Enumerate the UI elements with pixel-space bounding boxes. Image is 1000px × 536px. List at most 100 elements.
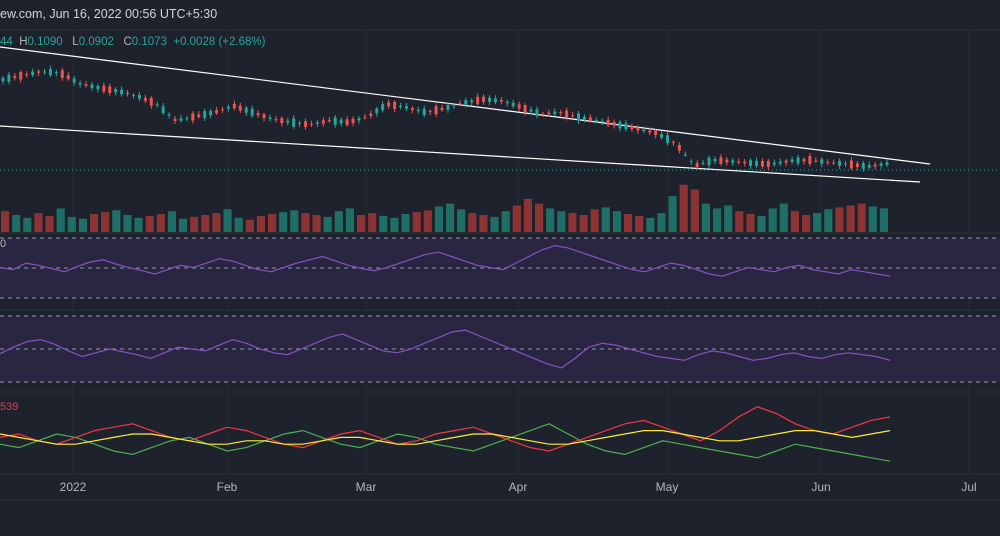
candle-body-123 [731, 160, 735, 163]
volume-bar-50 [557, 211, 566, 232]
candle-body-84 [499, 99, 503, 102]
candle-body-80 [476, 96, 480, 104]
time-label-jun: Jun [811, 480, 831, 494]
candle-body-108 [642, 129, 646, 132]
volume-bar-14 [156, 214, 165, 232]
volume-bar-41 [457, 209, 466, 232]
candle-body-129 [766, 160, 770, 167]
candle-body-100 [594, 120, 598, 122]
candle-body-132 [784, 160, 788, 163]
volume-bar-9 [101, 212, 110, 232]
candle-body-2 [13, 76, 17, 79]
candle-body-23 [137, 94, 141, 99]
candle-body-33 [197, 114, 201, 118]
volume-bar-61 [679, 184, 688, 232]
candle-body-58 [345, 119, 349, 125]
volume-bar-3 [34, 213, 43, 232]
candle-body-128 [760, 161, 764, 167]
candle-body-20 [120, 89, 124, 95]
candle-body-86 [511, 102, 515, 107]
candle-body-149 [885, 162, 889, 166]
volume-bar-28 [312, 214, 321, 232]
candle-body-26 [155, 104, 159, 106]
candle-body-121 [719, 157, 723, 164]
candle-body-94 [559, 111, 563, 114]
candle-body-29 [173, 118, 177, 121]
candle-body-17 [102, 85, 106, 92]
dmi-line-1 [0, 406, 891, 452]
candle-body-35 [209, 111, 213, 116]
candle-body-60 [357, 118, 361, 121]
volume-bar-45 [501, 211, 510, 232]
candle-body-45 [268, 117, 272, 119]
candle-body-18 [108, 86, 112, 93]
close-label: C [123, 36, 132, 48]
candle-body-99 [588, 117, 592, 121]
candle-body-98 [582, 116, 586, 120]
candle-body-82 [488, 97, 491, 103]
candle-body-68 [404, 106, 408, 109]
volume-bar-18 [201, 214, 210, 232]
candle-body-137 [814, 160, 818, 162]
volume-bar-11 [123, 214, 132, 232]
candle-body-1 [7, 74, 11, 82]
candle-body-133 [790, 159, 794, 163]
candle-body-46 [274, 119, 278, 121]
candle-body-141 [838, 160, 842, 166]
volume-bar-46 [512, 205, 521, 232]
volume-bar-52 [579, 214, 588, 232]
candle-body-55 [327, 120, 331, 122]
candle-body-62 [369, 113, 373, 116]
dmi-line-0 [0, 423, 891, 462]
candle-body-3 [19, 72, 23, 80]
candle-body-111 [660, 133, 664, 138]
candle-body-40 [238, 105, 242, 111]
volume-bar-7 [78, 218, 87, 232]
candle-body-61 [363, 117, 367, 119]
volume-bar-24 [268, 214, 277, 232]
candle-body-105 [624, 123, 628, 130]
candle-body-64 [381, 104, 385, 111]
candle-body-140 [832, 162, 836, 164]
candle-body-115 [683, 154, 687, 156]
volume-bar-65 [724, 205, 733, 232]
candle-body-48 [286, 120, 290, 123]
volume-bar-34 [379, 215, 388, 232]
time-label-mar: Mar [355, 480, 377, 494]
candle-body-144 [855, 163, 859, 167]
candle-body-57 [339, 119, 343, 124]
candle-body-135 [802, 158, 806, 162]
volume-bar-47 [523, 198, 532, 232]
volume-bar-2 [23, 217, 32, 232]
volume-bar-66 [735, 211, 744, 232]
candle-body-52 [310, 123, 313, 125]
candle-body-146 [867, 164, 871, 168]
dmi-pane-label: 539 [0, 401, 19, 413]
candle-body-4 [25, 74, 29, 76]
candle-body-119 [707, 157, 711, 166]
candle-body-32 [191, 113, 195, 121]
candle-body-25 [149, 98, 153, 106]
candle-body-113 [671, 141, 675, 143]
upper-trendline [0, 46, 931, 165]
candle-body-138 [820, 159, 824, 164]
candle-body-97 [577, 113, 580, 121]
volume-bar-32 [357, 214, 366, 232]
candle-body-16 [96, 85, 100, 90]
candle-body-95 [565, 110, 569, 118]
volume-bar-71 [790, 211, 799, 232]
candle-body-79 [470, 100, 474, 103]
oscillator-1-line [0, 244, 891, 277]
candle-body-90 [535, 109, 539, 116]
volume-bar-72 [802, 214, 811, 232]
candle-body-114 [677, 145, 681, 151]
dmi-line-2 [0, 430, 891, 445]
candle-body-67 [399, 106, 402, 108]
candle-body-126 [749, 160, 753, 166]
candle-body-14 [84, 84, 88, 86]
candle-body-73 [434, 106, 438, 115]
oscillator-2-line [0, 329, 891, 369]
volume-bar-57 [635, 215, 644, 232]
candle-body-56 [333, 117, 337, 125]
